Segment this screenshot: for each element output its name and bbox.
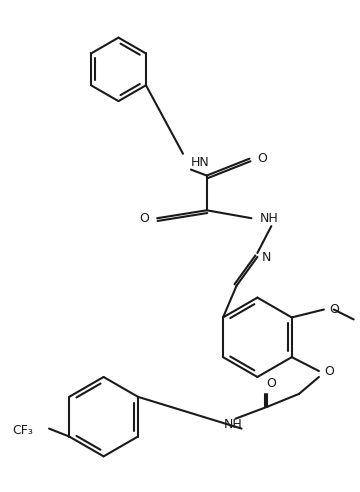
Text: O: O [139, 212, 149, 225]
Text: O: O [324, 365, 334, 377]
Text: N: N [261, 251, 271, 264]
Text: CF₃: CF₃ [12, 424, 33, 437]
Text: NH: NH [260, 212, 278, 225]
Text: O: O [257, 152, 267, 165]
Text: O: O [266, 377, 276, 391]
Text: NH: NH [224, 418, 243, 431]
Text: HN: HN [191, 156, 210, 169]
Text: O: O [329, 303, 339, 316]
